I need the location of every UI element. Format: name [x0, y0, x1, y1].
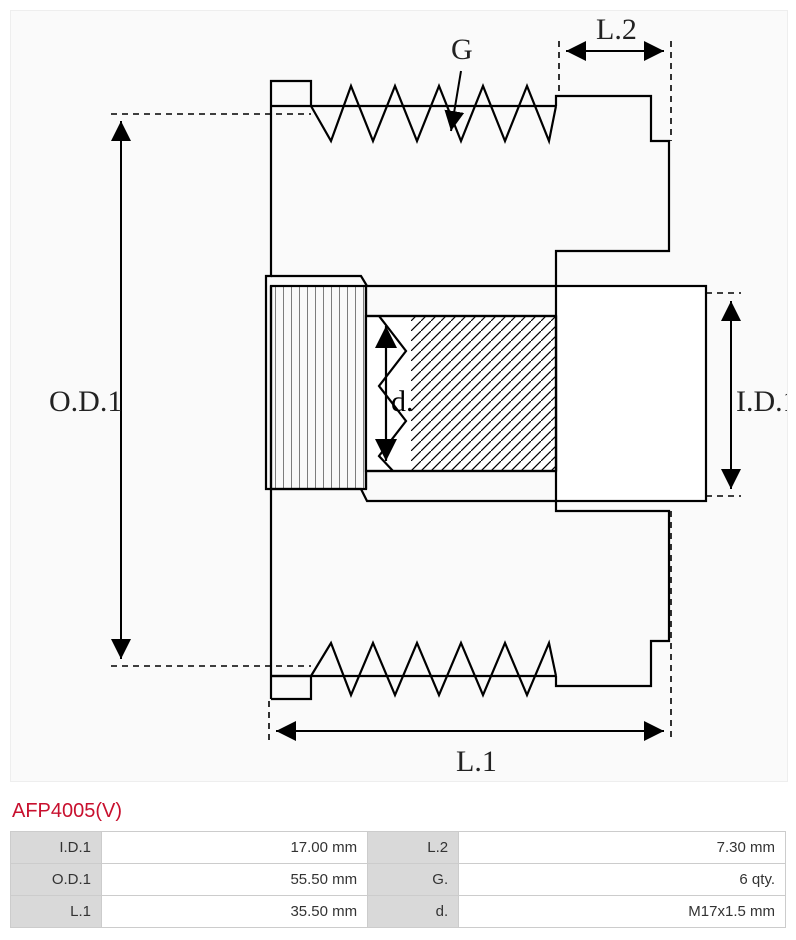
spec-value: 17.00 mm — [102, 832, 368, 864]
d-label: d. — [391, 385, 414, 418]
table-row: I.D.1 17.00 mm L.2 7.30 mm — [11, 832, 786, 864]
spec-label: L.2 — [368, 832, 459, 864]
table-row: L.1 35.50 mm d. M17x1.5 mm — [11, 896, 786, 928]
spec-label: d. — [368, 896, 459, 928]
spec-label: L.1 — [11, 896, 102, 928]
table-row: O.D.1 55.50 mm G. 6 qty. — [11, 864, 786, 896]
spec-value: 55.50 mm — [102, 864, 368, 896]
spec-value: 35.50 mm — [102, 896, 368, 928]
spec-label: I.D.1 — [11, 832, 102, 864]
l1-label: L.1 — [456, 745, 497, 778]
spec-value: M17x1.5 mm — [459, 896, 786, 928]
technical-drawing: d. — [10, 10, 788, 782]
part-title: AFP4005(V) — [12, 800, 786, 823]
spec-label: O.D.1 — [11, 864, 102, 896]
spec-value: 6 qty. — [459, 864, 786, 896]
spec-label: G. — [368, 864, 459, 896]
g-label: G — [451, 33, 473, 66]
spec-value: 7.30 mm — [459, 832, 786, 864]
l2-label: L.2 — [596, 13, 637, 46]
spec-table: I.D.1 17.00 mm L.2 7.30 mm O.D.1 55.50 m… — [10, 831, 786, 928]
od1-label: O.D.1 — [49, 385, 122, 418]
id1-label: I.D.1 — [736, 385, 787, 418]
